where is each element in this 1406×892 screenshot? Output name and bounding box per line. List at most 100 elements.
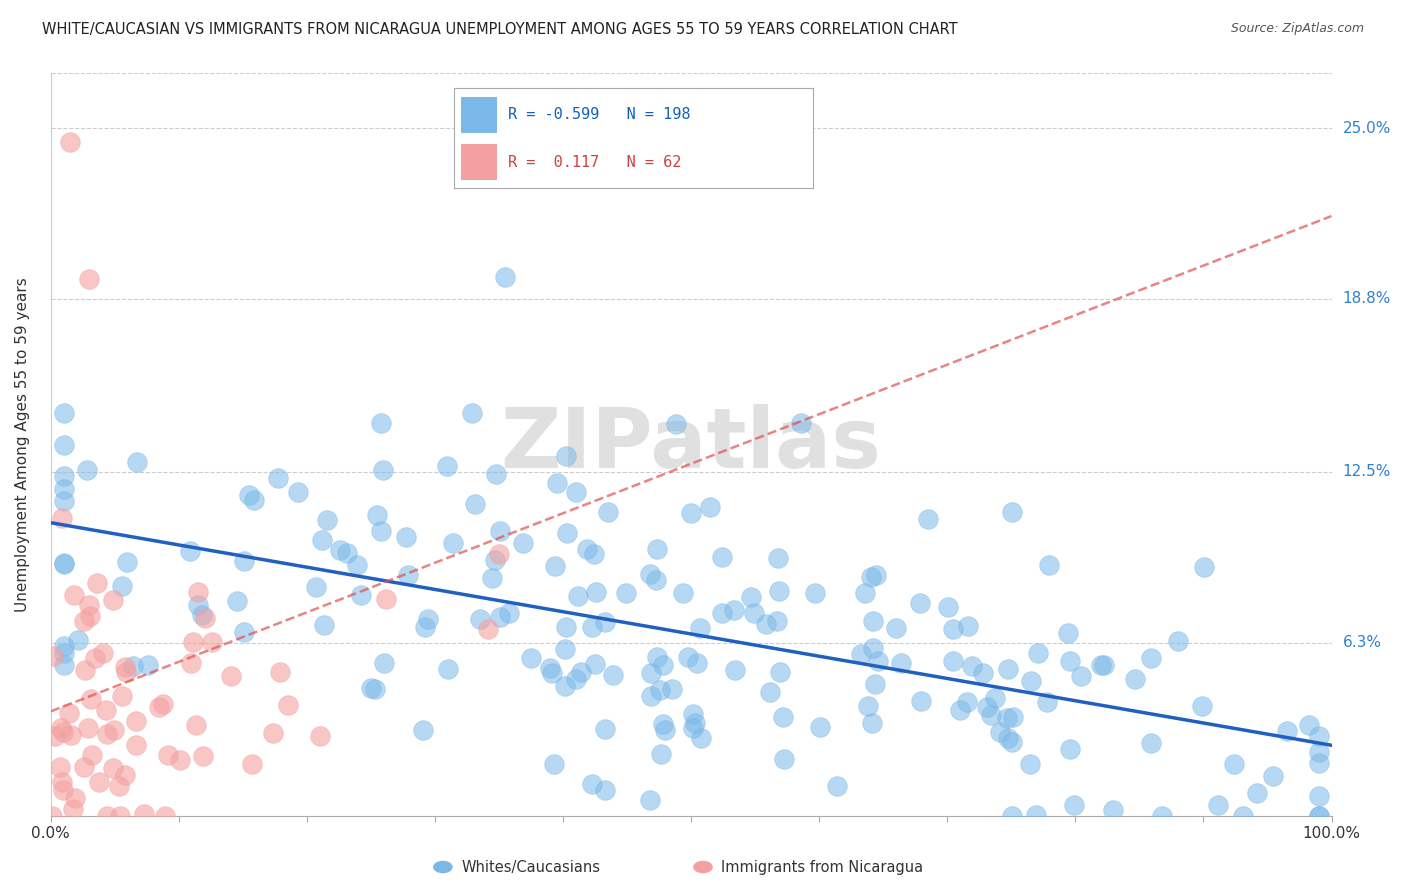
- Point: [769, 665, 792, 679]
- Point: [555, 525, 578, 540]
- Point: [373, 462, 395, 476]
- Point: [498, 606, 520, 620]
- Point: [96, 727, 118, 741]
- Point: [665, 417, 688, 432]
- Point: [936, 600, 959, 615]
- Point: [309, 729, 332, 743]
- Point: [314, 617, 336, 632]
- Point: [181, 634, 204, 648]
- Point: [690, 731, 713, 746]
- Point: [86, 576, 108, 591]
- Point: [1308, 809, 1330, 823]
- Point: [89, 775, 111, 789]
- Point: [803, 586, 825, 600]
- Point: [773, 752, 796, 766]
- Point: [890, 656, 912, 670]
- Point: [52, 782, 75, 797]
- Point: [41, 809, 63, 823]
- Point: [1059, 654, 1081, 668]
- Point: [96, 809, 118, 823]
- Text: Source: ZipAtlas.com: Source: ZipAtlas.com: [1230, 22, 1364, 36]
- Point: [219, 669, 242, 683]
- Point: [1092, 658, 1115, 673]
- Point: [366, 508, 388, 522]
- Point: [862, 640, 884, 655]
- Point: [91, 646, 114, 660]
- Point: [995, 710, 1018, 724]
- Point: [645, 541, 668, 556]
- Point: [51, 721, 73, 735]
- Point: [512, 535, 534, 549]
- Point: [543, 757, 565, 772]
- Point: [243, 492, 266, 507]
- Point: [76, 721, 98, 735]
- Point: [52, 556, 75, 570]
- Point: [685, 716, 707, 731]
- Text: Whites/Caucasians: Whites/Caucasians: [461, 860, 600, 874]
- Point: [269, 665, 291, 680]
- Point: [565, 672, 588, 686]
- Point: [346, 558, 368, 573]
- Point: [710, 549, 733, 564]
- Point: [710, 606, 733, 620]
- Point: [73, 663, 96, 677]
- Point: [862, 615, 884, 629]
- Point: [1059, 742, 1081, 756]
- Point: [311, 533, 333, 547]
- Point: [1019, 673, 1042, 688]
- Point: [976, 700, 998, 714]
- Point: [997, 731, 1019, 745]
- Point: [1232, 809, 1254, 823]
- Point: [1140, 651, 1163, 665]
- Point: [114, 768, 136, 782]
- Point: [1001, 735, 1024, 749]
- Point: [1140, 736, 1163, 750]
- Point: [77, 598, 100, 612]
- Point: [645, 649, 668, 664]
- Point: [569, 665, 592, 679]
- Point: [1308, 789, 1330, 803]
- Point: [1036, 695, 1059, 709]
- Point: [772, 710, 794, 724]
- Point: [79, 692, 101, 706]
- Point: [350, 588, 373, 602]
- Point: [134, 806, 156, 821]
- Point: [744, 606, 766, 620]
- Point: [1070, 669, 1092, 683]
- Point: [1038, 558, 1060, 572]
- Y-axis label: Unemployment Among Ages 55 to 59 years: Unemployment Among Ages 55 to 59 years: [15, 277, 30, 612]
- Point: [481, 571, 503, 585]
- Point: [1298, 718, 1320, 732]
- Point: [488, 547, 510, 561]
- Point: [554, 449, 576, 463]
- Point: [582, 547, 605, 561]
- Point: [52, 724, 75, 739]
- Point: [101, 593, 124, 607]
- Point: [790, 417, 813, 431]
- Point: [412, 723, 434, 737]
- Point: [276, 698, 298, 713]
- Point: [1001, 710, 1024, 724]
- Point: [755, 616, 778, 631]
- Point: [672, 586, 695, 600]
- Point: [679, 506, 702, 520]
- Point: [373, 656, 395, 670]
- Point: [489, 524, 512, 538]
- Point: [125, 739, 148, 753]
- Point: [1167, 633, 1189, 648]
- Point: [648, 682, 671, 697]
- Point: [65, 791, 87, 805]
- Point: [1001, 809, 1024, 823]
- Point: [42, 648, 65, 663]
- Point: [191, 608, 214, 623]
- Point: [484, 553, 506, 567]
- Point: [96, 703, 118, 717]
- Point: [335, 546, 357, 560]
- Point: [52, 438, 75, 452]
- Point: [546, 476, 568, 491]
- Point: [654, 723, 676, 738]
- Point: [79, 609, 101, 624]
- Point: [1275, 724, 1298, 739]
- Point: [1025, 808, 1047, 822]
- Point: [287, 484, 309, 499]
